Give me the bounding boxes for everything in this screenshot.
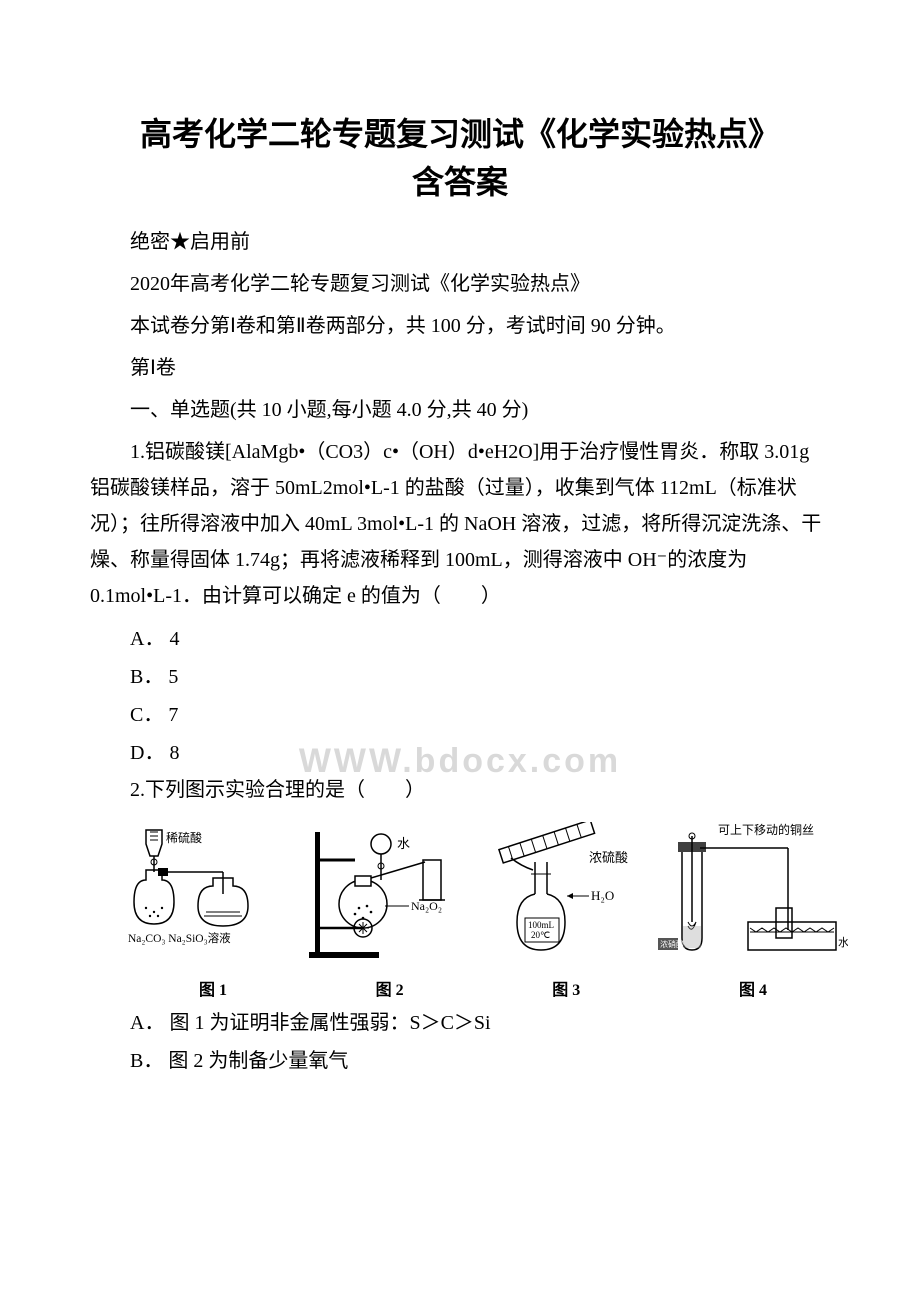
figure-4-label-top: 可上下移动的铜丝 (718, 822, 814, 837)
document-title: 高考化学二轮专题复习测试《化学实验热点》 含答案 (90, 110, 830, 206)
figure-row: 稀硫酸 Na₂CO₃ Na₂SiO₃溶液 图 1 (128, 822, 848, 1000)
q2-option-b: B． 图 2 为制备少量氧气 (90, 1042, 830, 1080)
title-line-1: 高考化学二轮专题复习测试《化学实验热点》 (140, 116, 780, 152)
figure-2: 水 Na₂O₂ 图 2 (305, 822, 475, 1000)
figure-2-label-na2o2: Na₂O₂ (411, 899, 442, 913)
title-line-2: 含答案 (412, 164, 508, 200)
figure-3-label-acid: 浓硫酸 (589, 850, 628, 865)
figure-2-label-water: 水 (397, 836, 410, 851)
figure-3: 浓硫酸 H₂O 100mL 20℃ 图 3 (481, 822, 651, 1000)
figure-4-label-acid: 浓硝酸 (660, 939, 684, 949)
figure-2-svg: 水 Na₂O₂ (305, 822, 475, 972)
figure-3-caption: 图 3 (552, 976, 580, 1000)
section-label: 第Ⅰ卷 (90, 350, 830, 386)
figure-1-svg: 稀硫酸 Na₂CO₃ Na₂SiO₃溶液 (128, 822, 298, 972)
part1-heading: 一、单选题(共 10 小题,每小题 4.0 分,共 40 分) (90, 392, 830, 428)
figure-3-label-h2o: H₂O (591, 888, 614, 903)
figure-4-caption: 图 4 (739, 976, 767, 1000)
figure-1-label-top: 稀硫酸 (166, 830, 202, 845)
figure-1: 稀硫酸 Na₂CO₃ Na₂SiO₃溶液 图 1 (128, 822, 298, 1000)
figure-4-label-water: 水 (838, 936, 848, 949)
header-secret: 绝密★启用前 (90, 224, 830, 260)
figure-1-label-bottom: Na₂CO₃ Na₂SiO₃溶液 (128, 931, 231, 945)
header-instruction: 本试卷分第Ⅰ卷和第Ⅱ卷两部分，共 100 分，考试时间 90 分钟。 (90, 308, 830, 344)
figure-3-svg: 浓硫酸 H₂O 100mL 20℃ (481, 822, 651, 972)
figure-4: 可上下移动的铜丝 浓硝酸 (658, 822, 848, 1000)
figure-1-caption: 图 1 (199, 976, 227, 1000)
watermark: WWW.bdocx.com (299, 742, 621, 781)
q1-option-b: B． 5 (90, 658, 830, 696)
q1-option-a: A． 4 (90, 620, 830, 658)
q1-option-c: C． 7 (90, 696, 830, 734)
figure-2-caption: 图 2 (376, 976, 404, 1000)
q2-option-a: A． 图 1 为证明非金属性强弱：S＞C＞Si (90, 1004, 830, 1042)
figure-3-label-temp: 20℃ (531, 930, 550, 940)
figure-3-label-vol: 100mL (528, 920, 554, 930)
figure-4-svg: 可上下移动的铜丝 浓硝酸 (658, 822, 848, 972)
question-1-text: 1.铝碳酸镁[AlaMgb•（CO3）c•（OH）d•eH2O]用于治疗慢性胃炎… (90, 434, 830, 614)
header-exam-title: 2020年高考化学二轮专题复习测试《化学实验热点》 (90, 266, 830, 302)
